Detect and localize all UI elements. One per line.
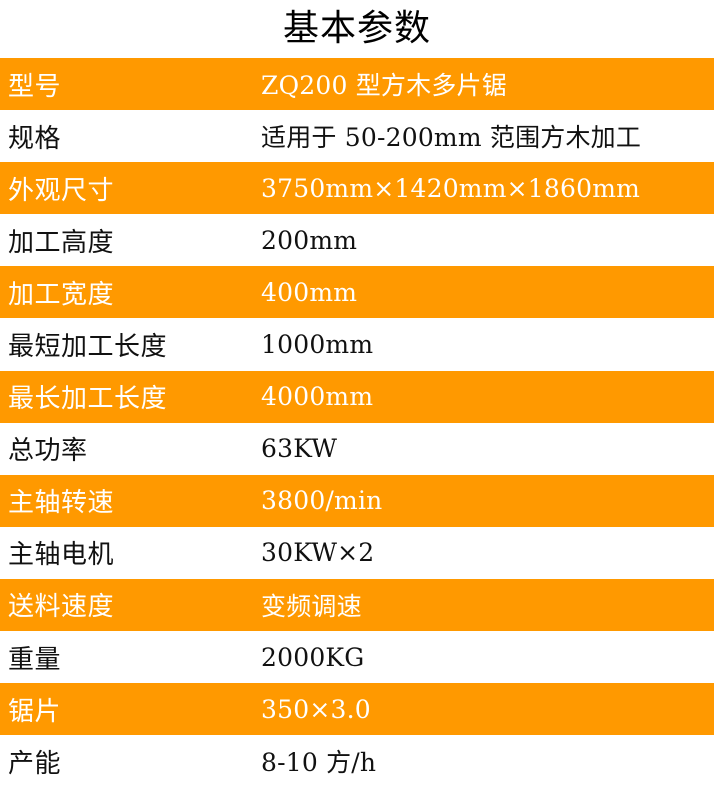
spec-value: 4000mm <box>261 382 374 412</box>
spec-value: 1000mm <box>261 330 374 360</box>
spec-value: 63KW <box>261 434 338 464</box>
specifications-table: 型号 ZQ200 型方木多片锯 规格 适用于 50-200mm 范围方木加工 外… <box>0 58 714 787</box>
spec-value: 30KW×2 <box>261 538 375 568</box>
spec-label: 重量 <box>8 644 62 675</box>
spec-label: 加工高度 <box>8 227 115 258</box>
spec-label: 产能 <box>8 748 62 779</box>
table-row: 重量 2000KG <box>0 631 714 684</box>
spec-label: 锯片 <box>8 696 62 727</box>
spec-value: 2000KG <box>261 642 365 672</box>
spec-value: 变频调速 <box>261 591 362 621</box>
spec-label: 主轴电机 <box>8 540 115 571</box>
table-row: 外观尺寸 3750mm×1420mm×1860mm <box>0 162 714 215</box>
spec-value: 200mm <box>261 225 358 255</box>
table-row: 加工宽度 400mm <box>0 266 714 319</box>
table-row: 主轴转速 3800/min <box>0 474 714 527</box>
spec-value: 适用于 50-200mm 范围方木加工 <box>261 123 642 153</box>
spec-value: ZQ200 型方木多片锯 <box>261 71 507 101</box>
page-title: 基本参数 <box>282 8 431 49</box>
spec-label: 加工宽度 <box>8 279 115 310</box>
specifications-table-body: 型号 ZQ200 型方木多片锯 规格 适用于 50-200mm 范围方木加工 外… <box>0 58 714 787</box>
spec-label: 规格 <box>8 123 62 154</box>
spec-label: 总功率 <box>8 436 88 467</box>
spec-label: 型号 <box>8 71 62 102</box>
spec-value: 3800/min <box>261 486 383 516</box>
table-row: 主轴电机 30KW×2 <box>0 526 714 579</box>
table-row: 型号 ZQ200 型方木多片锯 <box>0 58 714 111</box>
table-row: 锯片 350×3.0 <box>0 683 714 736</box>
spec-label: 送料速度 <box>8 592 115 623</box>
table-row: 产能 8-10 方/h <box>0 735 714 787</box>
spec-label: 最长加工长度 <box>8 384 168 415</box>
table-row: 最短加工长度 1000mm <box>0 318 714 371</box>
spec-value: 350×3.0 <box>261 694 371 724</box>
table-row: 最长加工长度 4000mm <box>0 370 714 423</box>
spec-label: 外观尺寸 <box>8 175 115 206</box>
table-row: 总功率 63KW <box>0 422 714 475</box>
spec-value: 400mm <box>261 277 358 307</box>
spec-label: 主轴转速 <box>8 488 115 519</box>
table-row: 加工高度 200mm <box>0 214 714 267</box>
table-row: 送料速度 变频调速 <box>0 578 714 632</box>
table-row: 规格 适用于 50-200mm 范围方木加工 <box>0 110 714 163</box>
spec-label: 最短加工长度 <box>8 332 168 363</box>
spec-value: 3750mm×1420mm×1860mm <box>261 173 640 203</box>
spec-value: 8-10 方/h <box>261 748 377 778</box>
